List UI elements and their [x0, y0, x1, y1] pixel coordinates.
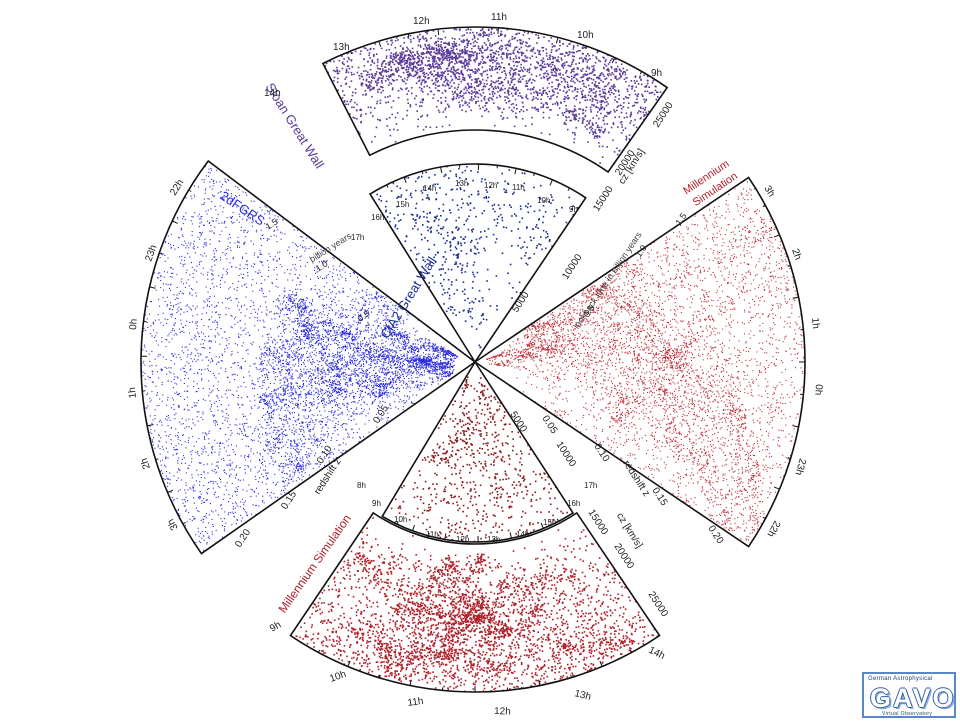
millennium-right-points: [486, 181, 805, 541]
sloan-wedge-outline: [321, 26, 669, 174]
gavo-logo-wordmark: GAVO: [870, 683, 956, 713]
millennium-right-lookback-tick: 1.5: [673, 211, 688, 227]
cfa2-ra-tick: 16h: [371, 213, 384, 222]
millennium-right-ra-tick: 22h: [765, 519, 783, 539]
gavo-logo-top-text: German Astrophysical: [868, 676, 933, 682]
sloan-ra-tick: 10h: [577, 30, 594, 41]
millennium-bottom-ra-tick: 10h: [328, 669, 347, 685]
millennium-small-cz-tick: 10000: [553, 440, 578, 470]
sloan-ra-tick: 13h: [333, 42, 350, 53]
millennium-small-ra-tick: 15h: [543, 518, 556, 527]
sloan-ra-tick: 12h: [413, 16, 430, 27]
millennium-bottom-small-points: [390, 376, 568, 542]
millennium-right-ra-tick: 0h: [812, 384, 824, 396]
millennium-small-ra-tick: 10h: [394, 515, 407, 524]
cfa2-ra-tick: 12h: [484, 181, 497, 190]
millennium-bottom-ra-tick: 13h: [573, 688, 592, 703]
millennium-small-ra-tick: 16h: [567, 499, 580, 508]
cfa2-ra-tick: 10h: [537, 196, 550, 205]
twodf-ra-tick: 2h: [139, 456, 153, 470]
twodf-lookback-tick: 0.5: [356, 308, 372, 323]
millennium-bottom-ra-tick: 9h: [268, 620, 283, 635]
millennium-right-lookback-label: lookback time in billion years: [571, 230, 644, 331]
millennium-right-ra-tick: 23h: [793, 457, 808, 476]
millennium-right-ra-tick: 1h: [809, 317, 821, 329]
twodf-ra-tick: 23h: [143, 244, 159, 263]
millennium-right-ra-tick: 3h: [761, 184, 776, 199]
cfa2-ra-tick: 17h: [351, 233, 364, 242]
tick-marks: [141, 27, 805, 692]
millennium-small-ra-tick: 12h: [456, 535, 469, 544]
cfa2-ra-tick: 11h: [512, 183, 525, 192]
gavo-logo-bottom-text: Virtual Observatory: [882, 711, 933, 717]
millennium-small-ra-tick: 17h: [584, 481, 597, 490]
twodf-wedge-outline: [140, 159, 477, 555]
cfa2-ra-tick: 9h: [569, 205, 578, 214]
millennium-small-cz-tick: 5000: [507, 410, 529, 435]
sloan-ra-tick: 14h: [264, 88, 281, 99]
millennium-bottom-ra-tick: 11h: [407, 696, 424, 709]
cfa2-ra-tick: 15h: [396, 200, 409, 209]
twodf-z-tick: 0.20: [233, 527, 253, 550]
twodf-z-tick: 0.15: [279, 489, 299, 512]
millennium-small-ra-tick: 14h: [516, 530, 529, 539]
millennium-small-ra-tick: 13h: [487, 535, 500, 544]
sloan-ra-tick: 9h: [651, 68, 662, 79]
millennium-right-ra-tick: 2h: [789, 247, 803, 261]
millennium-bottom-cz-tick: 15000: [585, 508, 610, 538]
twodf-ra-tick: 22h: [168, 178, 186, 198]
millennium-right-z-tick: 0.15: [649, 486, 669, 509]
millennium-bottom-ra-tick: 14h: [647, 645, 667, 662]
cfa2-galaxy-points: [376, 165, 579, 349]
cfa2-cz-tick: 5000: [510, 290, 532, 315]
cfa2-cz-tick: 10000: [560, 252, 585, 282]
twodf-galaxy-points: [141, 166, 458, 551]
sloan-cz-tick: 15000: [591, 184, 616, 214]
twodf-ra-tick: 1h: [127, 387, 139, 399]
millennium-bottom-ra-tick: 12h: [494, 706, 511, 718]
sloan-galaxy-points: [324, 27, 665, 164]
twodf-lookback-tick: 1.5: [264, 216, 280, 231]
millennium-right-z-tick: 0.20: [705, 524, 725, 547]
millennium-bottom-cz-tick: 25000: [645, 590, 670, 620]
millennium-small-ra-tick: 8h: [357, 481, 366, 490]
cfa2-ra-tick: 14h: [423, 184, 436, 193]
millennium-bottom-wedge-outline: [289, 511, 661, 693]
cfa2-ra-tick: 13h: [455, 179, 468, 188]
sloan-ra-tick: 11h: [491, 12, 507, 23]
gavo-logo: German Astrophysical GAVO Virtual Observ…: [862, 672, 956, 718]
cfa2-wedge-outline: [368, 163, 587, 364]
millennium-small-ra-tick: 9h: [372, 499, 381, 508]
twodf-ra-tick: 3h: [166, 517, 181, 532]
millennium-small-ra-tick: 11h: [426, 530, 439, 539]
twodf-ra-tick: 0h: [128, 318, 140, 330]
twodf-title: 2dFGRS: [217, 188, 268, 229]
millennium-bottom-points: [295, 517, 659, 692]
